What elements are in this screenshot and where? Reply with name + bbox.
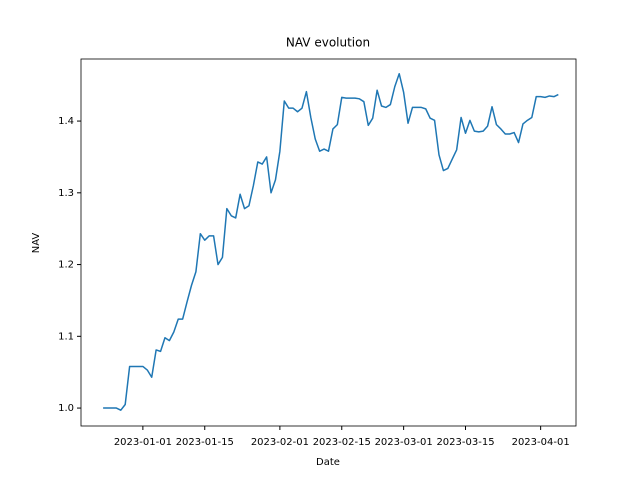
x-tick-label: 2023-01-01 bbox=[114, 437, 172, 448]
chart-title: NAV evolution bbox=[286, 36, 370, 50]
y-tick-label: 1.1 bbox=[58, 331, 74, 342]
x-tick-label: 2023-02-01 bbox=[251, 437, 309, 448]
y-tick-label: 1.0 bbox=[58, 403, 74, 414]
data-line bbox=[103, 72, 559, 411]
x-tick-label: 2023-03-01 bbox=[375, 437, 433, 448]
y-tick-label: 1.3 bbox=[58, 188, 74, 199]
x-tick-label: 2023-02-15 bbox=[313, 437, 371, 448]
x-tick-label: 2023-03-15 bbox=[436, 437, 494, 448]
x-axis-label: Date bbox=[316, 457, 340, 468]
y-tick-label: 1.2 bbox=[58, 260, 74, 271]
plot-frame bbox=[80, 58, 577, 427]
x-tick-label: 2023-04-01 bbox=[512, 437, 570, 448]
x-tick-label: 2023-01-15 bbox=[176, 437, 234, 448]
y-axis-label: NAV bbox=[31, 233, 42, 254]
y-tick-label: 1.4 bbox=[58, 116, 74, 127]
